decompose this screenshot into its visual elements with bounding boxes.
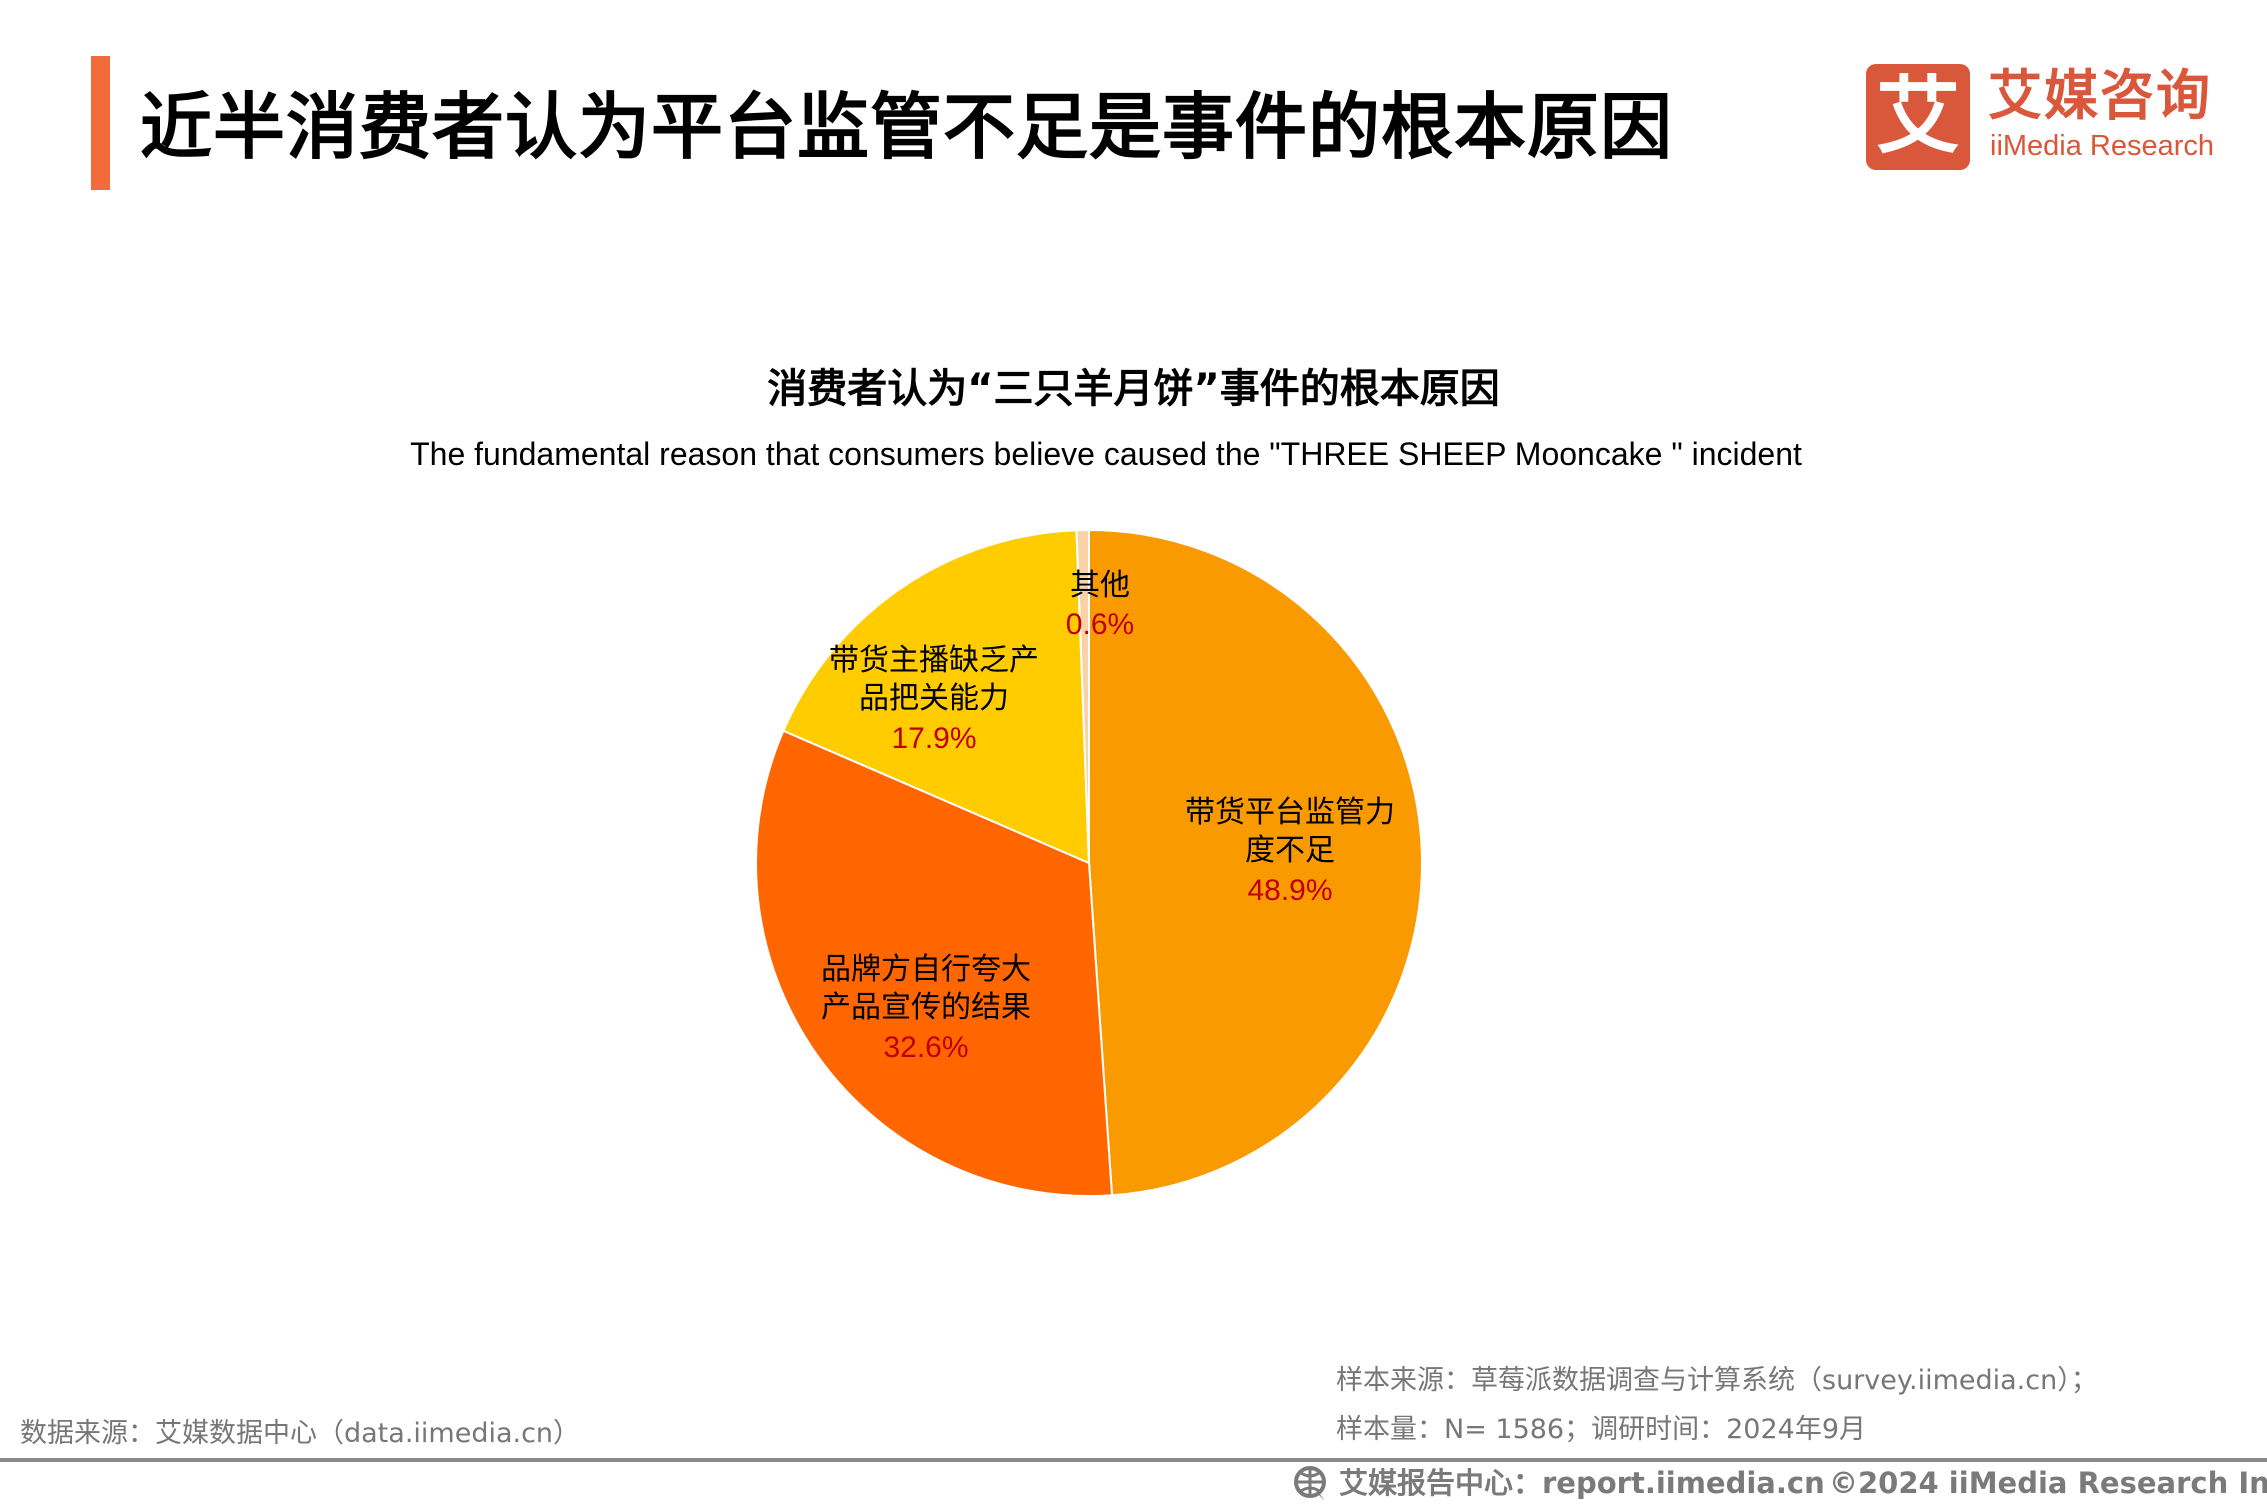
chart-subtitle: The fundamental reason that consumers be…: [410, 436, 1802, 472]
title-accent-bar: [91, 56, 110, 190]
slice-value-host: 17.9%: [891, 722, 977, 755]
pie-slice-host: [782, 529, 1091, 865]
logo-name-en: iiMedia Research: [1990, 130, 2215, 162]
pie-slice-platform: [1088, 528, 1423, 1197]
chart-title: 消费者认为“三只羊月饼”事件的根本原因: [767, 366, 1500, 412]
slice-value-platform: 48.9%: [1247, 874, 1333, 907]
slice-label-host: 带货主播缺乏产 品把关能力: [829, 643, 1039, 716]
slice-label-brand: 品牌方自行夸大 产品宣传的结果: [821, 952, 1031, 1025]
iimedia-logo: 艾 艾媒咨询 iiMedia Research: [1866, 64, 2226, 174]
page-title: 近半消费者认为平台监管不足是事件的根本原因: [140, 85, 1674, 169]
report-center-link[interactable]: 艾媒报告中心：report.iimedia.cn: [1339, 1466, 1825, 1500]
sample-source: 样本来源：草莓派数据调查与计算系统（survey.iimedia.cn）；: [1336, 1365, 2098, 1396]
pie-slice-brand: [755, 729, 1114, 1197]
copyright: ©2024 iiMedia Research Inc: [1829, 1466, 2267, 1500]
logo-name-cn: 艾媒咨询: [1988, 64, 2212, 127]
sample-info: 样本量：N= 1586；调研时间：2024年9月: [1336, 1414, 1867, 1445]
data-source: 数据来源：艾媒数据中心（data.iimedia.cn）: [20, 1418, 581, 1449]
footer-divider: [0, 1458, 2267, 1462]
slice-value-other: 0.6%: [1065, 608, 1135, 641]
slice-label-other: 其他: [1070, 568, 1130, 603]
slice-value-brand: 32.6%: [883, 1031, 969, 1064]
slice-label-platform: 带货平台监管力 度不足: [1185, 795, 1395, 868]
pie-slice-other: [1075, 528, 1090, 864]
logo-mark: 艾: [1866, 64, 1970, 170]
globe-icon: [1294, 1466, 1326, 1501]
